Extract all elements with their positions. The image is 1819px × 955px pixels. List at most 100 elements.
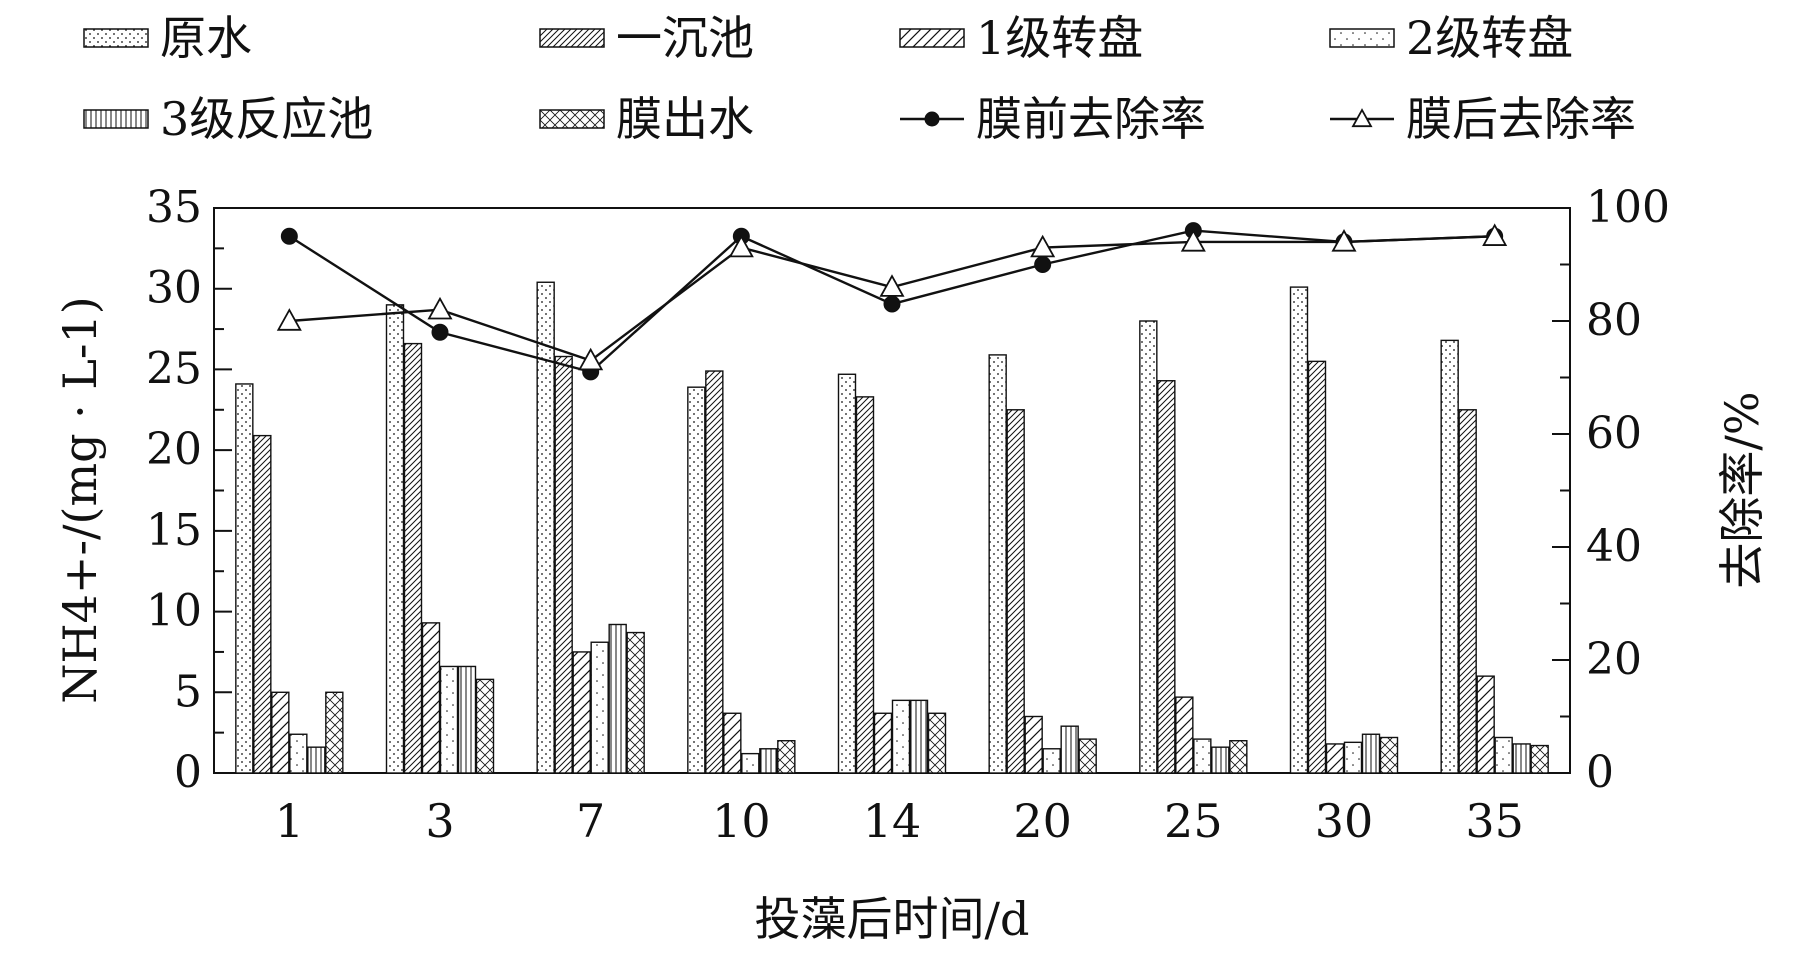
bar-series-group bbox=[235, 281, 1549, 774]
bar-0-14 bbox=[837, 373, 857, 774]
bar-5-30 bbox=[1379, 736, 1399, 774]
bar-4-25 bbox=[1211, 746, 1230, 774]
x-tick-label-20: 20 bbox=[1013, 794, 1072, 848]
line-0-point-3 bbox=[431, 323, 449, 341]
line-1-point-7 bbox=[578, 347, 604, 371]
bar-5-7 bbox=[626, 631, 645, 774]
bar-4-35 bbox=[1512, 743, 1531, 774]
legend-item-2: 1级转盘 bbox=[899, 11, 1143, 65]
legend-label-1: 一沉池 bbox=[616, 11, 754, 65]
line-0-point-20 bbox=[1034, 256, 1052, 273]
line-1-point-35 bbox=[1482, 223, 1508, 246]
legend-bar-swatch-5 bbox=[539, 109, 605, 129]
line-series-0 bbox=[280, 222, 1504, 381]
y-axis-label: NH4+-/(mg · L-1) bbox=[53, 296, 107, 703]
right-y-tick-label-100: 100 bbox=[1586, 182, 1670, 233]
bar-3-25 bbox=[1193, 738, 1212, 774]
bar-0-35 bbox=[1440, 339, 1459, 774]
legend-bar-swatch-3 bbox=[1329, 28, 1395, 48]
line-0-point-14 bbox=[883, 295, 901, 313]
bar-series-1 bbox=[253, 342, 1477, 774]
line-1-point-10 bbox=[728, 234, 754, 258]
right-y-tick-label-40: 40 bbox=[1586, 521, 1642, 572]
legend-label-7: 膜后去除率 bbox=[1406, 92, 1636, 146]
x-axis-label: 投藻后时间/d bbox=[755, 892, 1030, 946]
bar-3-20 bbox=[1042, 748, 1061, 774]
bar-3-14 bbox=[891, 699, 911, 774]
legend-item-3: 2级转盘 bbox=[1329, 11, 1573, 65]
bar-2-14 bbox=[873, 712, 893, 774]
legend-item-7: 膜后去除率 bbox=[1330, 92, 1636, 146]
left-y-tick-label-5: 5 bbox=[174, 666, 202, 717]
line-1-point-25 bbox=[1180, 229, 1206, 252]
bar-4-10 bbox=[759, 748, 778, 774]
bar-5-1 bbox=[325, 691, 344, 774]
left-axis: 0 5 10 15 20 25 30 35 bbox=[146, 182, 232, 798]
left-y-tick-label-10: 10 bbox=[146, 586, 202, 637]
legend-item-1: 一沉池 bbox=[539, 11, 754, 65]
line-1-point-1 bbox=[276, 308, 302, 331]
x-tick-label-10: 10 bbox=[712, 794, 771, 848]
line-1-point-20 bbox=[1030, 234, 1056, 258]
legend-label-5: 膜出水 bbox=[616, 92, 754, 146]
legend-bar-swatch-4 bbox=[83, 109, 149, 129]
bar-5-10 bbox=[777, 740, 796, 774]
x-axis: 1 3 7 10 14 20 25 30 35 bbox=[275, 794, 1524, 848]
right-axis: 0 20 40 60 80 100 bbox=[1552, 182, 1670, 798]
x-tick-label-1: 1 bbox=[275, 794, 304, 848]
bar-0-20 bbox=[988, 354, 1007, 774]
bar-4-7 bbox=[608, 623, 627, 774]
bar-3-30 bbox=[1343, 741, 1363, 774]
legend-label-3: 2级转盘 bbox=[1406, 11, 1573, 65]
bar-4-14 bbox=[909, 699, 929, 774]
bar-2-30 bbox=[1325, 743, 1345, 774]
bar-3-3 bbox=[439, 665, 459, 774]
bar-1-35 bbox=[1458, 409, 1477, 774]
bar-5-20 bbox=[1078, 738, 1097, 774]
left-y-tick-label-0: 0 bbox=[174, 747, 202, 798]
right-y-tick-label-80: 80 bbox=[1586, 295, 1642, 346]
left-y-tick-label-35: 35 bbox=[146, 182, 202, 233]
legend-bar-swatch-0 bbox=[83, 28, 149, 48]
bar-4-1 bbox=[307, 746, 326, 774]
x-tick-label-3: 3 bbox=[425, 794, 454, 848]
right-y-tick-label-60: 60 bbox=[1586, 408, 1642, 459]
legend-label-0: 原水 bbox=[160, 11, 252, 65]
legend-label-6: 膜前去除率 bbox=[976, 92, 1206, 146]
legend-label-4: 3级反应池 bbox=[160, 92, 373, 146]
legend-item-4: 3级反应池 bbox=[83, 92, 373, 146]
bar-1-14 bbox=[855, 396, 875, 774]
bar-2-1 bbox=[271, 691, 290, 774]
x-tick-label-7: 7 bbox=[576, 794, 605, 848]
x-tick-label-14: 14 bbox=[863, 794, 922, 848]
line-1-point-3 bbox=[427, 296, 453, 320]
legend-line-marker-6 bbox=[924, 111, 940, 127]
line-0-point-1 bbox=[280, 227, 298, 245]
left-y-tick-label-30: 30 bbox=[146, 263, 202, 314]
bar-5-3 bbox=[475, 678, 495, 774]
bar-series-0 bbox=[235, 281, 1459, 774]
legend-label-2: 1级转盘 bbox=[976, 11, 1143, 65]
bar-2-25 bbox=[1175, 696, 1194, 774]
bar-3-1 bbox=[289, 733, 308, 774]
line-series-1 bbox=[276, 223, 1508, 371]
legend-line-marker-7 bbox=[1351, 108, 1373, 128]
x-tick-label-30: 30 bbox=[1315, 794, 1374, 848]
legend-item-5: 膜出水 bbox=[539, 92, 754, 146]
bar-0-7 bbox=[536, 281, 555, 774]
bar-1-7 bbox=[554, 355, 573, 774]
line-1-point-30 bbox=[1331, 229, 1357, 252]
y-axis-right-label: 去除率/% bbox=[1715, 391, 1769, 588]
bar-2-3 bbox=[421, 622, 441, 774]
bar-2-7 bbox=[572, 651, 591, 774]
legend: 原水 一沉池 1级转盘 2级转盘 3级反应池 膜出水 膜前去除率 膜后去除率 bbox=[83, 11, 1636, 146]
right-y-tick-label-20: 20 bbox=[1586, 634, 1642, 685]
bar-1-25 bbox=[1157, 380, 1176, 774]
bar-4-30 bbox=[1361, 733, 1381, 774]
legend-item-0: 原水 bbox=[83, 11, 252, 65]
line-series-group bbox=[276, 222, 1508, 381]
legend-bar-swatch-1 bbox=[539, 28, 605, 48]
right-y-tick-label-0: 0 bbox=[1586, 747, 1614, 798]
